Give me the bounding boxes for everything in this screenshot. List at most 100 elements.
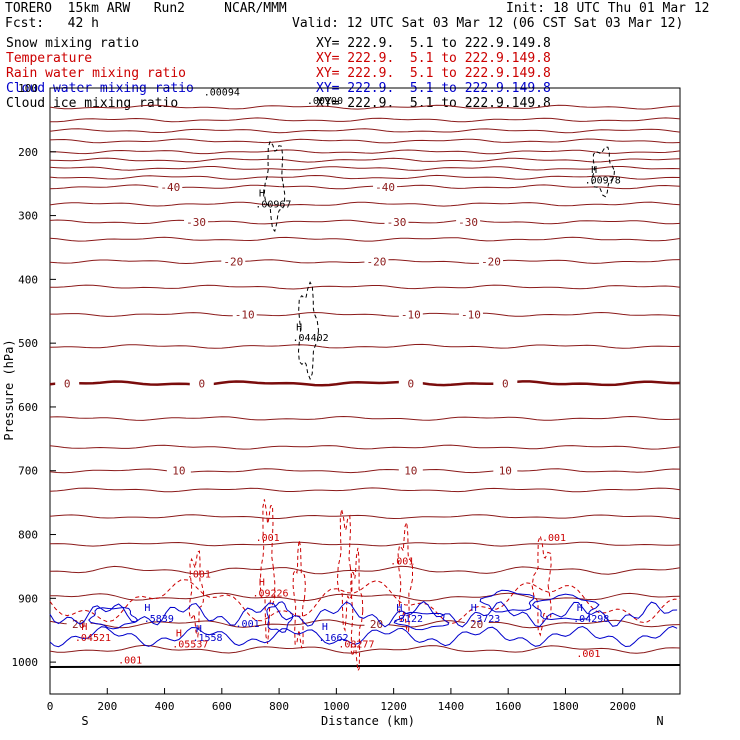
- rain-contour: [397, 520, 413, 634]
- isotherm-line: [49, 619, 681, 629]
- legend-xy-temperature: XY= 222.9. 5.1 to 222.9.149.8: [316, 51, 551, 66]
- rain-contour: [49, 578, 681, 625]
- x-tick-label: 1200: [380, 700, 407, 713]
- contour-value-label: .05537: [172, 639, 208, 650]
- isotherm-label-bg: [158, 180, 183, 193]
- legend-label-snow: Snow mixing ratio: [6, 36, 140, 51]
- contour-value-label: .1558: [192, 633, 222, 644]
- isotherm-label-bg: [384, 215, 409, 228]
- contour-value-label: .09226: [252, 588, 288, 599]
- contour-value-label: .001: [187, 569, 211, 580]
- y-tick-label: 300: [18, 210, 38, 223]
- isotherm-label-bg: [456, 215, 481, 228]
- x-tick-label: 0: [47, 700, 54, 713]
- isotherm-line: [49, 343, 681, 349]
- isotherm-line: [49, 565, 681, 575]
- y-tick-label: 900: [18, 592, 38, 605]
- isotherm-label-bg: [398, 464, 423, 477]
- y-tick-label: 500: [18, 337, 38, 350]
- cloud-water-contour: [393, 611, 449, 631]
- contour-value-label: .001: [542, 533, 566, 544]
- x-tick-label: 200: [97, 700, 117, 713]
- high-marker: H: [471, 603, 477, 614]
- isotherm-label: -20: [223, 256, 243, 269]
- contour-value-label: .1662: [318, 633, 348, 644]
- isotherm-label: -40: [375, 181, 395, 194]
- isotherm-line: [49, 149, 681, 155]
- x-tick-label: 400: [155, 700, 175, 713]
- contour-value-label: .3723: [470, 614, 500, 625]
- x-tick-label: 1400: [438, 700, 465, 713]
- y-axis-label: Pressure (hPa): [2, 339, 16, 440]
- legend-xy-rain: XY= 222.9. 5.1 to 222.9.149.8: [316, 66, 551, 81]
- high-marker: H: [144, 603, 150, 614]
- isotherm-line: [50, 117, 681, 123]
- isotherm-line: [49, 592, 681, 602]
- isotherm-label-bg: [364, 617, 389, 630]
- isotherm-label: -30: [186, 216, 206, 229]
- isotherm-label: 0: [408, 377, 415, 390]
- isotherm-label-bg: [66, 617, 91, 630]
- isotherm-label-bg: [232, 308, 257, 321]
- x-tick-label: 800: [269, 700, 289, 713]
- high-marker: H: [322, 622, 328, 633]
- cloud-water-contour: [479, 589, 535, 613]
- rain-contour: [292, 539, 306, 649]
- contour-annotations: .00094.00100H.00967H.00978H.04402.001.00…: [75, 88, 621, 667]
- isotherm-line: [49, 541, 681, 547]
- x-tick-label: 1600: [495, 700, 522, 713]
- high-marker: H: [196, 624, 202, 635]
- isotherm-label: 0: [502, 377, 509, 390]
- isotherm-label: -10: [461, 308, 481, 321]
- contour-value-label: .00967: [255, 199, 291, 210]
- rain-contour: [350, 547, 364, 673]
- isotherm-label: -10: [235, 308, 255, 321]
- x-tick-label: 2000: [609, 700, 636, 713]
- isotherm-line: [49, 284, 681, 290]
- isotherm-label: -10: [401, 308, 421, 321]
- y-tick-label: 200: [18, 146, 38, 159]
- isotherm-label: -20: [481, 256, 501, 269]
- x-tick-label: 1000: [323, 700, 350, 713]
- contour-value-label: .04521: [75, 633, 111, 644]
- rain-contour: [336, 509, 353, 632]
- endpoint-south: S: [81, 714, 88, 728]
- high-marker: H: [396, 603, 402, 614]
- init-time: Init: 18 UTC Thu 01 Mar 12: [506, 1, 710, 16]
- cloud-water-contour: [531, 593, 600, 621]
- isotherm-line: [49, 166, 681, 171]
- isotherm-line: [49, 444, 681, 450]
- y-tick-label: 400: [18, 273, 38, 286]
- high-marker: H: [259, 578, 265, 589]
- ground-line: [49, 664, 681, 668]
- legend-label-cloud-ice: Cloud ice mixing ratio: [6, 96, 179, 111]
- isotherm-label-bg: [493, 464, 518, 477]
- isotherm-label-bg: [166, 464, 191, 477]
- isotherm-label: -20: [367, 256, 387, 269]
- isotherm-lines: -40 -40 -30 -30 -30 -20 -20 -20 -10 -10 -10 0 0 0 0 10 1…: [49, 104, 681, 668]
- ice-contour: [263, 140, 286, 233]
- contour-value-label: .001: [236, 619, 260, 630]
- isotherm-line: [49, 184, 681, 190]
- legend-xy-cloud-ice: XY= 222.9. 5.1 to 222.9.149.8: [316, 96, 551, 111]
- isotherm-label: 20: [370, 618, 383, 631]
- isotherm-label-bg: [464, 617, 489, 630]
- valid-time: Valid: 12 UTC Sat 03 Mar 12 (06 CST Sat …: [292, 16, 684, 31]
- contour-value-label: .08277: [338, 639, 374, 650]
- isotherm-label-bg: [221, 255, 246, 268]
- isotherm-label-bg: [479, 255, 503, 268]
- isotherm-label: 20: [470, 618, 483, 631]
- isotherm-line: [49, 514, 681, 520]
- forecast-hour: Fcst: 42 h: [5, 16, 99, 31]
- isotherm-line: [49, 174, 681, 180]
- ice-contour: [297, 281, 319, 381]
- legend-xy-cloud-water: XY= 222.9. 5.1 to 222.9.149.8: [316, 81, 551, 96]
- isotherm-label-bg: [493, 377, 518, 390]
- contour-value-label: .3122: [393, 614, 423, 625]
- isotherm-line: [50, 311, 681, 317]
- contour-value-label: .04402: [293, 333, 329, 344]
- isotherm-label-bg: [55, 377, 80, 390]
- legend-xy-snow: XY= 222.9. 5.1 to 222.9.149.8: [316, 36, 551, 51]
- plot-frame: [49, 87, 681, 695]
